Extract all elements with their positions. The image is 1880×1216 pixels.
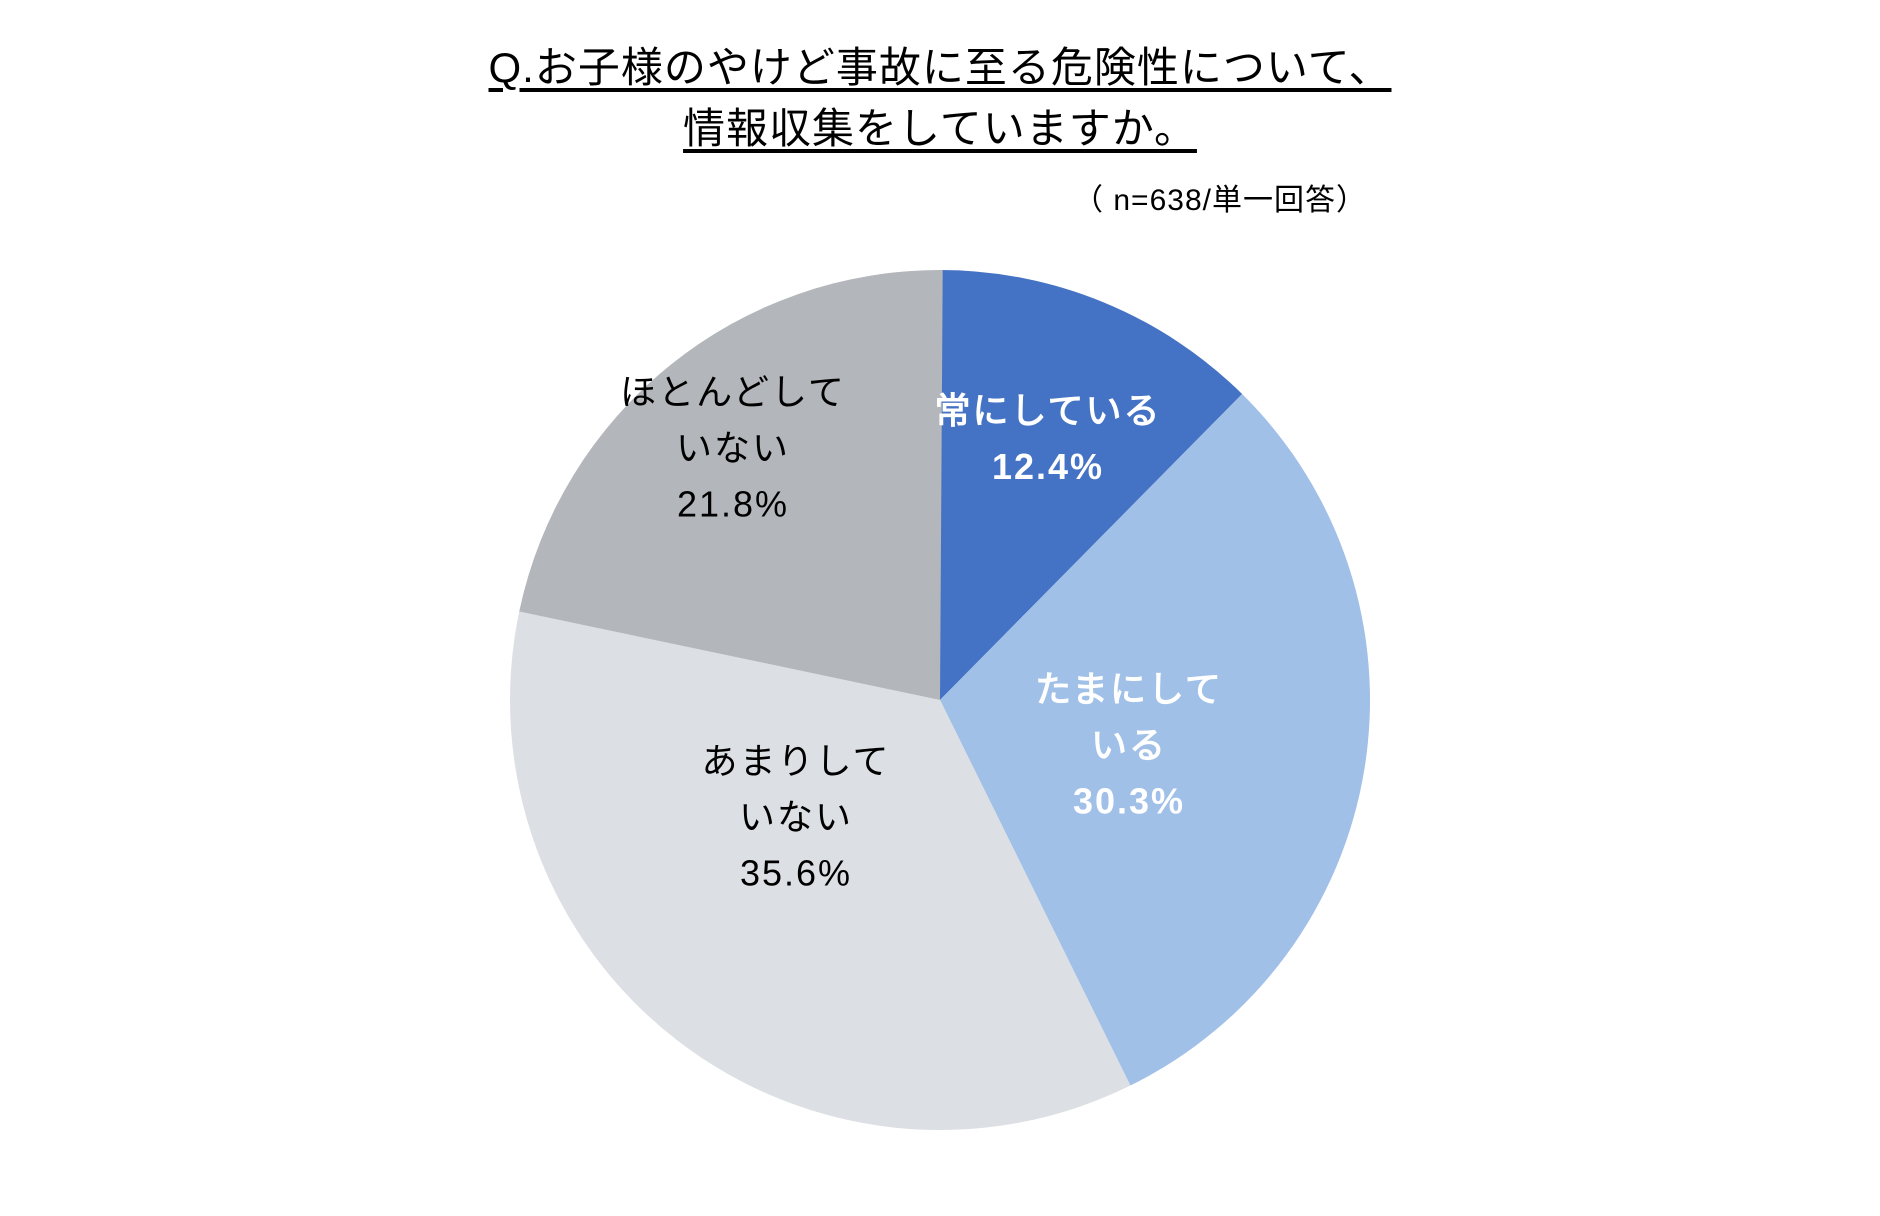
- pie-slice-label: あまりして いない 35.6%: [702, 733, 891, 900]
- chart-container: Q.お子様のやけど事故に至る危険性について、 情報収集をしていますか。 （ n=…: [0, 0, 1880, 1216]
- pie-chart: 常にしている 12.4% たまにして いる 30.3% あまりして いない 35.6…: [490, 250, 1390, 1150]
- pie-slice-label: たまにして いる 30.3%: [1035, 661, 1223, 828]
- chart-subtitle: （ n=638/単一回答）: [0, 175, 1880, 219]
- chart-title-line1: Q.お子様のやけど事故に至る危険性について、: [489, 38, 1392, 99]
- chart-subtitle-text: （ n=638/単一回答）: [1073, 184, 1367, 217]
- chart-title: Q.お子様のやけど事故に至る危険性について、 情報収集をしていますか。: [0, 38, 1880, 160]
- pie-slice-label: ほとんどして いない 21.8%: [620, 364, 846, 531]
- pie-slice-label: 常にしている 12.4%: [935, 383, 1162, 495]
- chart-title-line2: 情報収集をしていますか。: [683, 99, 1197, 160]
